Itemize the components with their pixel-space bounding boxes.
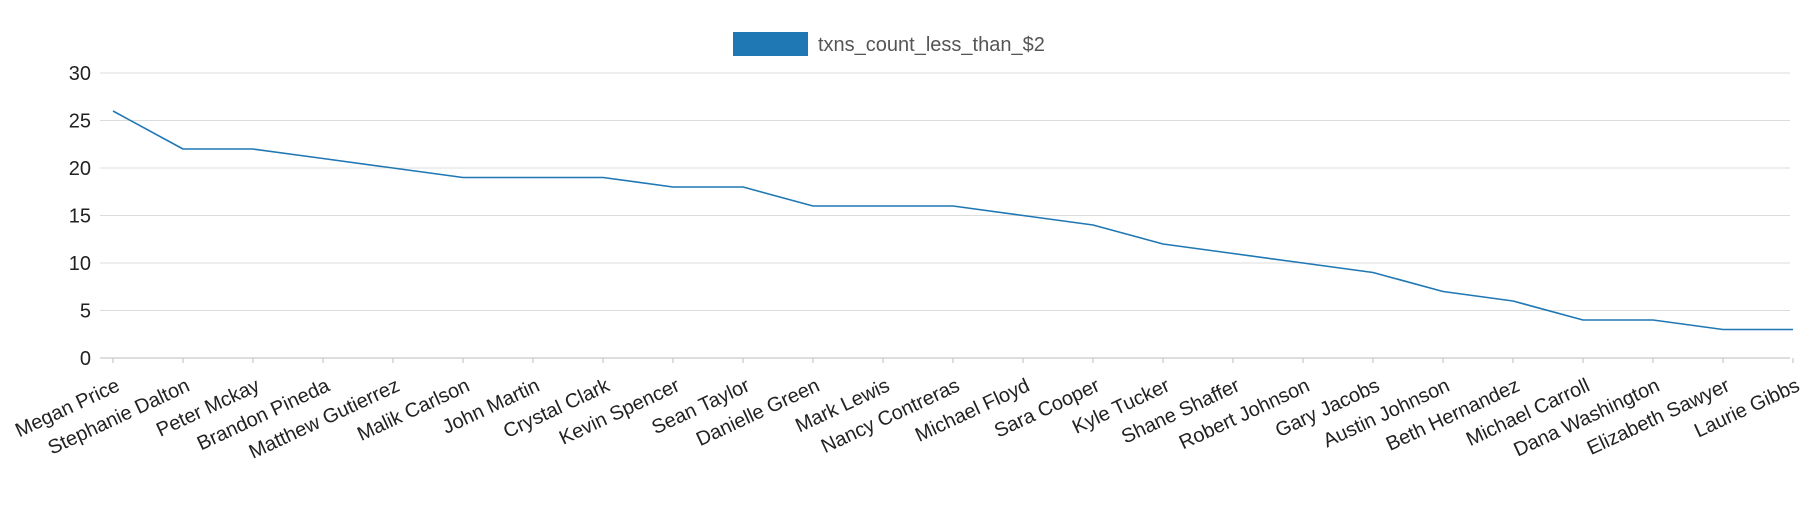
data-point[interactable] [111, 109, 115, 113]
data-point[interactable] [531, 176, 535, 180]
data-point[interactable] [1441, 290, 1445, 294]
series-layer [111, 109, 1795, 332]
data-point[interactable] [1511, 299, 1515, 303]
data-point[interactable] [251, 147, 255, 151]
gridlines [100, 72, 1790, 359]
data-point[interactable] [741, 185, 745, 189]
data-point[interactable] [881, 204, 885, 208]
data-point[interactable] [461, 176, 465, 180]
data-point[interactable] [1791, 328, 1795, 332]
y-tick-label: 5 [80, 301, 91, 323]
data-point[interactable] [1231, 252, 1235, 256]
data-point[interactable] [601, 176, 605, 180]
y-tick-label: 10 [69, 253, 91, 275]
y-tick-label: 20 [69, 158, 91, 180]
legend-swatch [733, 32, 808, 56]
legend-label: txns_count_less_than_$2 [818, 34, 1045, 56]
data-point[interactable] [671, 185, 675, 189]
y-tick-label: 15 [69, 206, 91, 228]
data-point[interactable] [181, 147, 185, 151]
data-point[interactable] [1091, 223, 1095, 227]
y-tick-label: 0 [80, 348, 91, 370]
y-tick-label: 30 [69, 63, 91, 85]
y-axis: 0 5 10 15 20 25 30 [69, 63, 91, 370]
data-point[interactable] [1371, 271, 1375, 275]
data-point[interactable] [1651, 318, 1655, 322]
data-point[interactable] [811, 204, 815, 208]
data-point[interactable] [1161, 242, 1165, 246]
data-point[interactable] [1721, 328, 1725, 332]
data-point[interactable] [951, 204, 955, 208]
y-tick-label: 25 [69, 111, 91, 133]
data-point[interactable] [391, 166, 395, 170]
data-point[interactable] [1021, 214, 1025, 218]
data-point[interactable] [321, 157, 325, 161]
data-point[interactable] [1581, 318, 1585, 322]
series-line[interactable] [112, 110, 1793, 331]
data-point[interactable] [1301, 261, 1305, 265]
legend[interactable]: txns_count_less_than_$2 [733, 32, 1045, 56]
